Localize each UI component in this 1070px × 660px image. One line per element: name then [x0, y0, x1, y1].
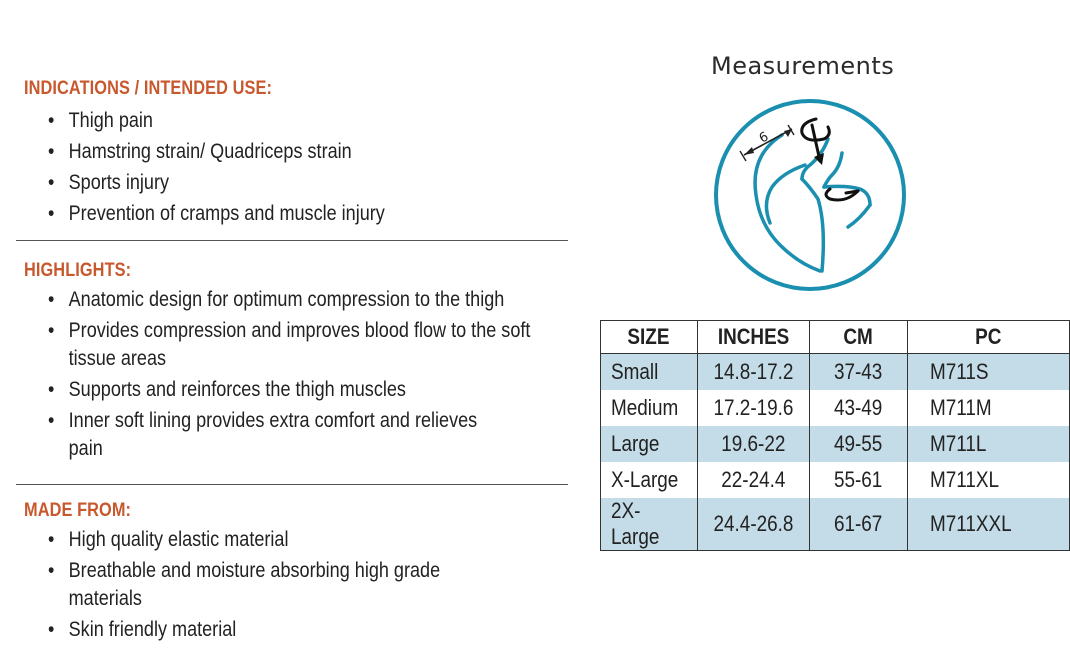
measurements-title: Measurements [711, 52, 895, 80]
list-item: High quality elastic material [48, 526, 481, 554]
table-row: Small 14.8-17.2 37-43 M711S [600, 353, 1070, 390]
table-cell: 43-49 [809, 390, 908, 426]
table-cell: M711M [907, 390, 1070, 426]
table-cell: 19.6-22 [697, 426, 811, 462]
table-cell: 24.4-26.8 [697, 498, 811, 551]
highlights-heading: HIGHLIGHTS: [24, 260, 132, 281]
table-row: Large 19.6-22 49-55 M711L [600, 426, 1070, 462]
table-cell: 14.8-17.2 [697, 353, 811, 390]
thigh-measurement-icon: 6 [710, 95, 910, 295]
list-item: Breathable and moisture absorbing high g… [48, 557, 481, 613]
list-item: Hamstring strain/ Quadriceps strain [48, 138, 385, 166]
table-cell: Small [600, 353, 698, 390]
list-item: Supports and reinforces the thigh muscle… [48, 376, 573, 404]
made-from-list: High quality elastic material Breathable… [48, 526, 481, 647]
table-cell: Large [600, 426, 698, 462]
table-cell: 17.2-19.6 [697, 390, 811, 426]
list-item: Skin friendly material [48, 616, 481, 644]
indications-heading: INDICATIONS / INTENDED USE: [24, 78, 273, 99]
table-cell: 61-67 [809, 498, 908, 551]
list-item: Prevention of cramps and muscle injury [48, 200, 385, 228]
list-item: Inner soft lining provides extra comfort… [48, 407, 516, 463]
column-header: SIZE [600, 320, 698, 354]
table-cell: 22-24.4 [697, 462, 811, 498]
table-row: X-Large 22-24.4 55-61 M711XL [600, 462, 1070, 498]
list-item: Anatomic design for optimum compression … [48, 286, 573, 314]
list-item: Provides compression and improves blood … [48, 317, 533, 373]
highlights-list: Anatomic design for optimum compression … [48, 286, 573, 466]
section-divider [16, 240, 568, 241]
made-from-heading: MADE FROM: [24, 500, 132, 521]
table-cell: 37-43 [809, 353, 908, 390]
table-row: Medium 17.2-19.6 43-49 M711M [600, 390, 1070, 426]
table-cell: M711XXL [907, 498, 1070, 551]
table-cell: 55-61 [809, 462, 908, 498]
table-cell: M711L [907, 426, 1070, 462]
table-cell: M711XL [907, 462, 1070, 498]
table-cell: Medium [600, 390, 698, 426]
column-header: PC [907, 320, 1070, 354]
indications-list: Thigh pain Hamstring strain/ Quadriceps … [48, 107, 385, 231]
table-cell: 49-55 [809, 426, 908, 462]
table-cell: 2X-Large [600, 498, 698, 551]
table-row: 2X-Large 24.4-26.8 61-67 M711XXL [600, 498, 1070, 551]
section-divider [16, 484, 568, 485]
size-table: SIZE INCHES CM PC Small 14.8-17.2 37-43 … [600, 320, 1070, 551]
list-item: Sports injury [48, 169, 385, 197]
column-header: CM [809, 320, 908, 354]
list-item: Thigh pain [48, 107, 385, 135]
column-header: INCHES [697, 320, 811, 354]
table-cell: M711S [907, 353, 1070, 390]
table-header-row: SIZE INCHES CM PC [600, 320, 1070, 354]
table-cell: X-Large [600, 462, 698, 498]
